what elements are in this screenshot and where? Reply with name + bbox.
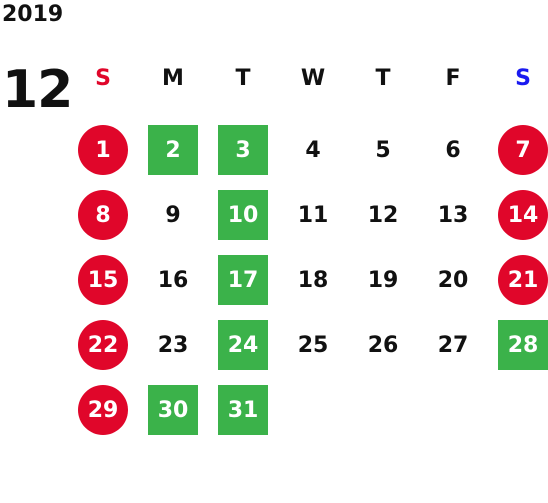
day-number: 14	[498, 190, 548, 240]
day-number: 20	[437, 267, 469, 293]
day-cell[interactable]: 30	[138, 385, 208, 435]
day-number: 31	[218, 385, 268, 435]
day-cell[interactable]: 24	[208, 320, 278, 370]
weekday-sat: S	[515, 66, 531, 91]
day-number: 12	[367, 202, 399, 228]
month-number: 12	[2, 60, 73, 120]
day-number: 15	[78, 255, 128, 305]
day-cell[interactable]: 27	[418, 320, 488, 370]
day-cell[interactable]: 7	[488, 125, 548, 175]
day-number: 25	[297, 332, 329, 358]
day-number: 3	[218, 125, 268, 175]
year-label: 2019	[2, 2, 64, 27]
day-cell[interactable]: 11	[278, 190, 348, 240]
day-cell[interactable]: 6	[418, 125, 488, 175]
day-number: 8	[78, 190, 128, 240]
day-cell[interactable]: 29	[68, 385, 138, 435]
weekday-header: S M T W T F S	[68, 66, 548, 96]
day-number: 16	[157, 267, 189, 293]
day-cell[interactable]: 22	[68, 320, 138, 370]
day-number: 21	[498, 255, 548, 305]
day-cell[interactable]: 9	[138, 190, 208, 240]
day-number: 28	[498, 320, 548, 370]
weekday-sun: S	[95, 66, 111, 91]
day-number: 1	[78, 125, 128, 175]
day-number: 23	[157, 332, 189, 358]
day-cell[interactable]: 26	[348, 320, 418, 370]
day-number: 19	[367, 267, 399, 293]
day-cell[interactable]: 15	[68, 255, 138, 305]
day-cell[interactable]: 21	[488, 255, 548, 305]
weekday-tue: T	[235, 66, 251, 91]
day-cell[interactable]: 23	[138, 320, 208, 370]
day-cell[interactable]: 8	[68, 190, 138, 240]
weekday-thu: T	[375, 66, 391, 91]
day-number: 22	[78, 320, 128, 370]
day-number: 17	[218, 255, 268, 305]
day-number: 27	[437, 332, 469, 358]
day-cell[interactable]: 4	[278, 125, 348, 175]
day-number: 6	[445, 137, 461, 163]
day-cell[interactable]: 1	[68, 125, 138, 175]
day-cell[interactable]: 5	[348, 125, 418, 175]
day-cell[interactable]: 12	[348, 190, 418, 240]
day-cell[interactable]: 20	[418, 255, 488, 305]
day-number: 5	[375, 137, 391, 163]
day-cell[interactable]: 14	[488, 190, 548, 240]
day-cell[interactable]: 10	[208, 190, 278, 240]
day-number: 10	[218, 190, 268, 240]
day-number: 24	[218, 320, 268, 370]
day-number: 7	[498, 125, 548, 175]
day-cell[interactable]: 18	[278, 255, 348, 305]
day-cell[interactable]: 17	[208, 255, 278, 305]
day-number: 2	[148, 125, 198, 175]
day-cell[interactable]: 25	[278, 320, 348, 370]
day-number: 30	[148, 385, 198, 435]
day-cell[interactable]: 2	[138, 125, 208, 175]
day-number: 26	[367, 332, 399, 358]
day-cell[interactable]: 3	[208, 125, 278, 175]
day-cell[interactable]: 28	[488, 320, 548, 370]
day-cell[interactable]: 31	[208, 385, 278, 435]
day-cell[interactable]: 19	[348, 255, 418, 305]
weekday-mon: M	[162, 66, 184, 91]
day-number: 13	[437, 202, 469, 228]
day-number: 29	[78, 385, 128, 435]
day-number: 11	[297, 202, 329, 228]
weekday-wed: W	[300, 66, 326, 91]
day-number: 4	[305, 137, 321, 163]
calendar-grid: 1 2 3 4 5 6 7 8 9 10 11 12 13 14 15 16 17 18 19 20 21 22 23 24 2…	[68, 125, 548, 445]
day-cell[interactable]: 16	[138, 255, 208, 305]
weekday-fri: F	[445, 66, 461, 91]
day-number: 9	[165, 202, 181, 228]
day-cell[interactable]: 13	[418, 190, 488, 240]
day-number: 18	[297, 267, 329, 293]
